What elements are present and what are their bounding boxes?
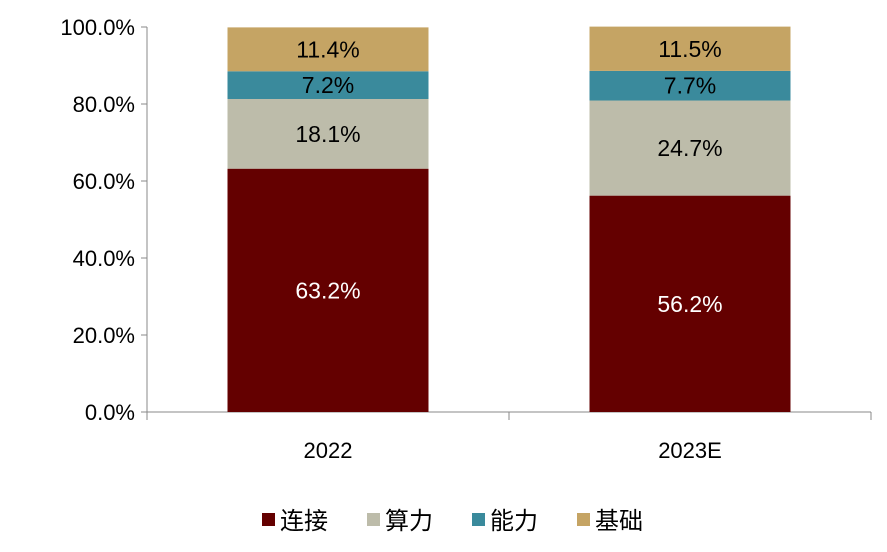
legend-label: 连接 [280,508,328,535]
y-tick-label: 40.0% [73,246,135,271]
data-label: 11.4% [296,36,360,62]
legend-swatch [472,513,485,526]
legend-swatch [577,513,590,526]
bar-segment [589,70,791,101]
data-label: 18.1% [295,121,360,147]
data-label: 63.2% [295,277,360,303]
data-label: 7.2% [302,72,354,98]
data-label: 56.2% [657,291,722,317]
data-label: 24.7% [657,135,722,161]
y-tick-label: 0.0% [85,400,135,425]
legend-label: 基础 [595,508,643,535]
y-tick-label: 100.0% [60,15,135,40]
bar-segment [589,100,791,196]
legend-swatch [262,513,275,526]
data-label: 7.7% [664,73,716,99]
bar-segment [227,168,429,412]
bar-segment [227,98,429,169]
y-tick-label: 60.0% [73,169,135,194]
x-tick-label: 2023E [658,438,722,463]
data-label: 11.5% [658,36,722,62]
y-tick-label: 80.0% [73,92,135,117]
bar-segment [227,71,429,99]
bar-segment [227,27,429,72]
y-tick-label: 20.0% [73,323,135,348]
legend-label: 算力 [385,508,433,535]
x-tick-label: 2022 [304,438,353,463]
legend-label: 能力 [490,508,538,535]
legend-swatch [367,513,380,526]
bar-segment [589,26,791,71]
bar-segment [589,195,791,412]
